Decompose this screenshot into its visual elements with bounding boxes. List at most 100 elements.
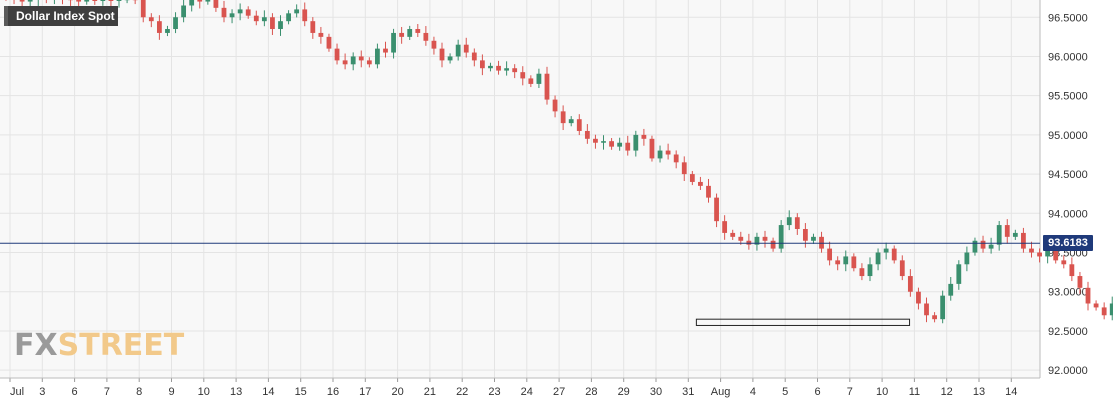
- candle-body: [948, 283, 954, 296]
- candle-body: [794, 217, 800, 229]
- candle-body: [148, 17, 154, 22]
- candle-body: [173, 17, 178, 30]
- candle-body: [980, 240, 986, 249]
- candle-body: [843, 256, 849, 265]
- plot-area: [0, 0, 1040, 378]
- x-tick-label: 7: [104, 386, 110, 398]
- candle-body: [552, 99, 558, 112]
- candle-body: [334, 48, 340, 61]
- y-tick-label: 94.5000: [1048, 169, 1088, 181]
- x-tick-label: 22: [456, 386, 468, 398]
- candle-body: [899, 260, 905, 277]
- candle-body: [593, 138, 598, 143]
- candle-body: [84, 0, 90, 2]
- candle-body: [601, 141, 606, 143]
- x-tick-label: 27: [553, 386, 565, 398]
- candle-body: [996, 225, 1002, 245]
- candle-body: [270, 17, 275, 30]
- x-tick-label: 8: [136, 386, 142, 398]
- candle-body: [673, 154, 679, 163]
- x-tick-label: 23: [488, 386, 500, 398]
- candle-body: [536, 73, 542, 84]
- candle-body: [932, 315, 937, 320]
- candle-body: [811, 236, 816, 241]
- candle-body: [1021, 232, 1026, 249]
- x-tick-label: 12: [941, 386, 953, 398]
- x-tick-label: 10: [198, 386, 210, 398]
- candle-body: [802, 228, 808, 241]
- candle-body: [1061, 260, 1067, 265]
- candle-body: [318, 32, 324, 37]
- candle-body: [496, 65, 501, 71]
- candle-body: [722, 221, 728, 233]
- x-tick-label: 14: [262, 386, 274, 398]
- candle-body: [633, 134, 639, 151]
- x-tick-label: 14: [1005, 386, 1017, 398]
- x-tick-label: 7: [847, 386, 853, 398]
- candle-body: [972, 240, 978, 253]
- y-tick-label: 92.5000: [1048, 326, 1088, 338]
- candle-body: [778, 225, 784, 249]
- candle-body: [819, 236, 824, 249]
- candle-body: [738, 236, 744, 241]
- x-tick-label: 17: [359, 386, 371, 398]
- candle-body: [294, 9, 300, 14]
- candle-body: [956, 264, 962, 284]
- candle-body: [657, 150, 663, 159]
- candle-body: [544, 73, 550, 100]
- candle-body: [617, 142, 623, 147]
- candle-body: [140, 0, 146, 18]
- y-tick-label: 95.5000: [1048, 91, 1088, 103]
- candle-body: [92, 0, 98, 1]
- candle-body: [19, 0, 25, 2]
- x-tick-label: Aug: [711, 386, 731, 398]
- candle-body: [229, 13, 235, 18]
- candle-body: [859, 268, 865, 277]
- y-tick-label: 96.0000: [1048, 51, 1088, 63]
- candle-body: [391, 32, 396, 53]
- candle-body: [730, 232, 736, 237]
- candle-body: [205, 0, 211, 2]
- candle-body: [350, 56, 356, 65]
- candle-body: [1037, 252, 1042, 257]
- candle-body: [1101, 307, 1107, 316]
- candle-body: [706, 185, 711, 198]
- x-tick-label: 3: [39, 386, 45, 398]
- x-tick-label: 9: [168, 386, 174, 398]
- x-tick-label: 28: [585, 386, 597, 398]
- y-tick-label: 95.0000: [1048, 130, 1088, 142]
- candle-body: [528, 78, 534, 84]
- candle-body: [988, 244, 994, 249]
- logo-fx: FX: [14, 328, 58, 363]
- y-tick-label: 94.0000: [1048, 208, 1088, 220]
- candle-body: [754, 236, 760, 245]
- candle-body: [399, 32, 405, 37]
- x-tick-label: 16: [327, 386, 339, 398]
- candle-body: [197, 0, 203, 2]
- candle-body: [504, 68, 510, 71]
- candle-body: [1085, 287, 1091, 304]
- support-zone-box: [695, 318, 911, 326]
- candle-body: [245, 9, 251, 16]
- candle-body: [261, 17, 267, 22]
- candle-body: [568, 119, 574, 124]
- x-tick-label: 30: [650, 386, 662, 398]
- candle-body: [770, 240, 776, 249]
- candle-body: [213, 0, 219, 8]
- y-tick-label: 92.0000: [1048, 365, 1088, 377]
- candle-body: [1045, 248, 1051, 257]
- candle-body: [310, 21, 316, 33]
- candle-body: [924, 303, 929, 316]
- candle-body: [471, 52, 477, 61]
- candle-body: [827, 248, 833, 261]
- candle-body: [512, 68, 518, 73]
- x-tick-label: 6: [72, 386, 78, 398]
- candle-body: [851, 256, 857, 269]
- candle-body: [108, 0, 114, 1]
- candle-body: [916, 291, 921, 304]
- candle-body: [488, 65, 493, 69]
- candle-body: [27, 0, 33, 2]
- candle-body: [439, 48, 445, 61]
- candle-body: [649, 138, 655, 159]
